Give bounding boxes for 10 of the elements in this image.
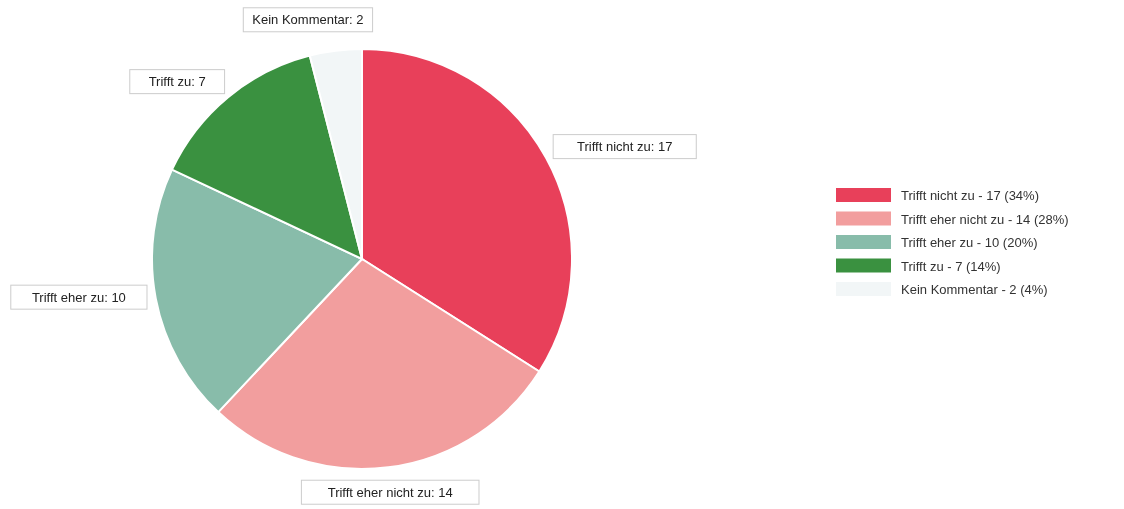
data-label: Kein Kommentar: 2 [252,12,364,28]
data-label: Trifft zu: 7 [148,74,206,90]
legend-label: Trifft zu - 7 (14%) [901,258,1001,274]
legend-label: Kein Kommentar - 2 (4%) [901,282,1048,297]
legend-label: Trifft eher nicht zu - 14 (28%) [901,211,1069,227]
data-label: Trifft nicht zu: 17 [577,139,673,155]
legend-label: Trifft nicht zu - 17 (34%) [901,188,1039,203]
data-label: Trifft eher nicht zu: 14 [327,484,453,500]
data-label: Trifft eher zu: 10 [31,289,126,305]
legend-label: Trifft eher zu - 10 (20%) [901,235,1038,250]
